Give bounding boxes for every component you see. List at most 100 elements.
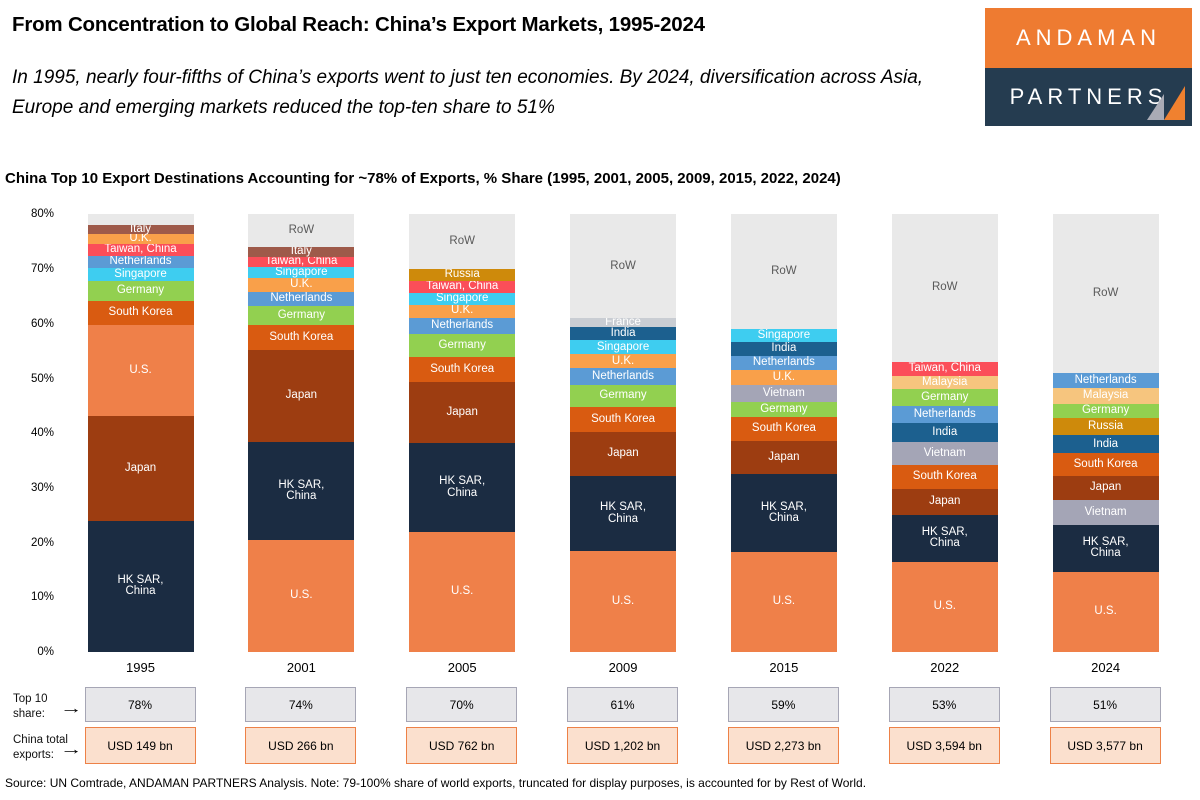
segment-label: HK SAR, China bbox=[278, 478, 325, 503]
top10-share-row-label: Top 10 share: bbox=[13, 693, 48, 720]
segment-label: U.K. bbox=[290, 278, 313, 291]
segment-label: South Korea bbox=[430, 363, 495, 375]
segment-label: France bbox=[605, 315, 641, 328]
segment-label: India bbox=[1093, 437, 1119, 450]
y-axis-tick-70: 70% bbox=[30, 263, 54, 276]
segment-label: Russia bbox=[444, 268, 480, 281]
top10-share-box-2022: 53% bbox=[888, 687, 1000, 722]
page-subtitle: In 1995, nearly four-fifths of China’s e… bbox=[12, 67, 924, 118]
segment-2001-germany: Germany bbox=[248, 305, 355, 325]
segment-2022-u-s: U.S. bbox=[891, 562, 998, 652]
segment-label: Taiwan, China bbox=[908, 362, 981, 375]
segment-2001-taiwan-china: Taiwan, China bbox=[248, 255, 355, 267]
segment-2024-u-s: U.S. bbox=[1052, 571, 1159, 652]
segment-label: HK SAR, China bbox=[921, 525, 968, 550]
segment-2022-vietnam: Vietnam bbox=[891, 441, 998, 465]
top10-share-box-1995: 78% bbox=[84, 687, 196, 722]
segment-label: India bbox=[610, 326, 636, 339]
segment-label: HK SAR, China bbox=[439, 475, 486, 499]
segment-2022-india: India bbox=[891, 423, 998, 442]
segment-2001-singapore: Singapore bbox=[248, 266, 355, 279]
segment-label: HK SAR, China bbox=[1082, 535, 1129, 560]
segment-label: Singapore bbox=[114, 267, 167, 280]
page-title: From Concentration to Global Reach: Chin… bbox=[12, 13, 705, 36]
segment-label: Taiwan, China bbox=[104, 243, 177, 256]
segment-label: HK SAR, China bbox=[117, 573, 164, 598]
andaman-partners-logo: ANDAMAN PARTNERS bbox=[985, 8, 1192, 126]
segment-label: Japan bbox=[607, 447, 639, 460]
segment-label: RoW bbox=[610, 259, 636, 272]
segment-2009-india: India bbox=[570, 326, 677, 341]
segment-2015-singapore: Singapore bbox=[730, 329, 837, 342]
segment-label: Germany bbox=[116, 283, 165, 296]
segment-2001-italy: Italy bbox=[248, 246, 355, 257]
segment-2015-vietnam: Vietnam bbox=[730, 385, 837, 403]
bar-2009: U.S. HK SAR, China Japan South Korea Germany… bbox=[570, 214, 677, 652]
segment-label: Vietnam bbox=[762, 386, 805, 399]
segment-2009-hk-sar-china: HK SAR, China bbox=[570, 475, 677, 552]
segment-2001-u-s: U.S. bbox=[248, 540, 355, 652]
segment-2005-germany: Germany bbox=[409, 334, 516, 358]
segment-label: Japan bbox=[446, 405, 478, 418]
segment-2005-russia: Russia bbox=[409, 268, 516, 281]
segment-2001-netherlands: Netherlands bbox=[248, 291, 355, 306]
segment-2024-row: RoW bbox=[1052, 214, 1159, 374]
x-axis-label-2009: 2009 bbox=[608, 660, 638, 675]
segment-label: Netherlands bbox=[913, 407, 976, 420]
segment-label: U.K. bbox=[772, 370, 796, 383]
segment-2005-south-korea: South Korea bbox=[409, 357, 516, 383]
segment-2005-row: RoW bbox=[409, 214, 516, 270]
bar-2005: U.S. HK SAR, China Japan South Korea Germany… bbox=[409, 214, 516, 652]
segment-label: Singapore bbox=[435, 291, 489, 304]
segment-2015-row: RoW bbox=[730, 214, 837, 330]
segment-2022-hk-sar-china: HK SAR, China bbox=[891, 514, 998, 563]
segment-label: Japan bbox=[929, 495, 961, 508]
segment-label: India bbox=[932, 425, 958, 438]
x-axis-label-2022: 2022 bbox=[930, 660, 960, 675]
segment-label: Netherlands bbox=[431, 319, 494, 332]
segment-label: Japan bbox=[285, 389, 318, 402]
total-exports-box-2022: USD 3,594 bn bbox=[888, 727, 1000, 764]
segment-2022-germany: Germany bbox=[891, 389, 998, 406]
segment-2024-south-korea: South Korea bbox=[1052, 453, 1159, 476]
segment-label: U.K. bbox=[129, 232, 152, 244]
segment-2005-singapore: Singapore bbox=[409, 291, 516, 305]
segment-2024-hk-sar-china: HK SAR, China bbox=[1052, 525, 1159, 572]
segment-2009-germany: Germany bbox=[570, 384, 677, 407]
segment-2005-netherlands: Netherlands bbox=[409, 317, 516, 335]
logo-partners-text: PARTNERS bbox=[1009, 84, 1168, 109]
segment-2022-row: RoW bbox=[891, 214, 998, 363]
y-axis-tick-30: 30% bbox=[30, 481, 54, 494]
bar-2024: U.S. HK SAR, China Vietnam Japan South Korea… bbox=[1052, 214, 1159, 652]
segment-label: South Korea bbox=[269, 330, 334, 343]
segment-1995-germany: Germany bbox=[87, 280, 194, 301]
segment-label: RoW bbox=[288, 224, 315, 237]
top10-share-box-2001: 74% bbox=[245, 687, 357, 722]
y-axis-tick-20: 20% bbox=[30, 536, 54, 549]
segment-1995-taiwan-china: Taiwan, China bbox=[87, 243, 194, 256]
segment-1995-netherlands: Netherlands bbox=[87, 255, 194, 268]
segment-label: RoW bbox=[1092, 286, 1119, 299]
segment-2022-netherlands: Netherlands bbox=[891, 405, 998, 424]
total-exports-box-2015: USD 2,273 bn bbox=[727, 727, 839, 764]
segment-2022-malaysia: Malaysia bbox=[891, 375, 998, 390]
segment-label: Japan bbox=[1089, 481, 1122, 494]
segment-2024-germany: Germany bbox=[1052, 403, 1159, 419]
bar-2022: U.S. HK SAR, China Japan South Korea Vietnam… bbox=[891, 214, 998, 652]
segment-label: Vietnam bbox=[1084, 505, 1127, 518]
china-exports-row-label: China total exports: bbox=[13, 734, 68, 761]
segment-label: Germany bbox=[760, 402, 808, 415]
segment-label: Netherlands bbox=[592, 369, 655, 382]
segment-2024-malaysia: Malaysia bbox=[1052, 387, 1159, 404]
segment-label: South Korea bbox=[912, 470, 977, 483]
segment-label: Netherlands bbox=[109, 255, 172, 268]
segment-label: HK SAR, China bbox=[760, 500, 807, 525]
segment-label: Japan bbox=[768, 450, 800, 463]
chart-title: China Top 10 Export Destinations Account… bbox=[5, 170, 841, 187]
segment-label: Netherlands bbox=[752, 355, 815, 368]
segment-2015-u-s: U.S. bbox=[730, 552, 837, 652]
segment-2024-netherlands: Netherlands bbox=[1052, 373, 1159, 388]
bar-1995: HK SAR, China Japan U.S. South Korea Germany… bbox=[87, 214, 194, 652]
x-axis-label-2024: 2024 bbox=[1091, 660, 1121, 675]
